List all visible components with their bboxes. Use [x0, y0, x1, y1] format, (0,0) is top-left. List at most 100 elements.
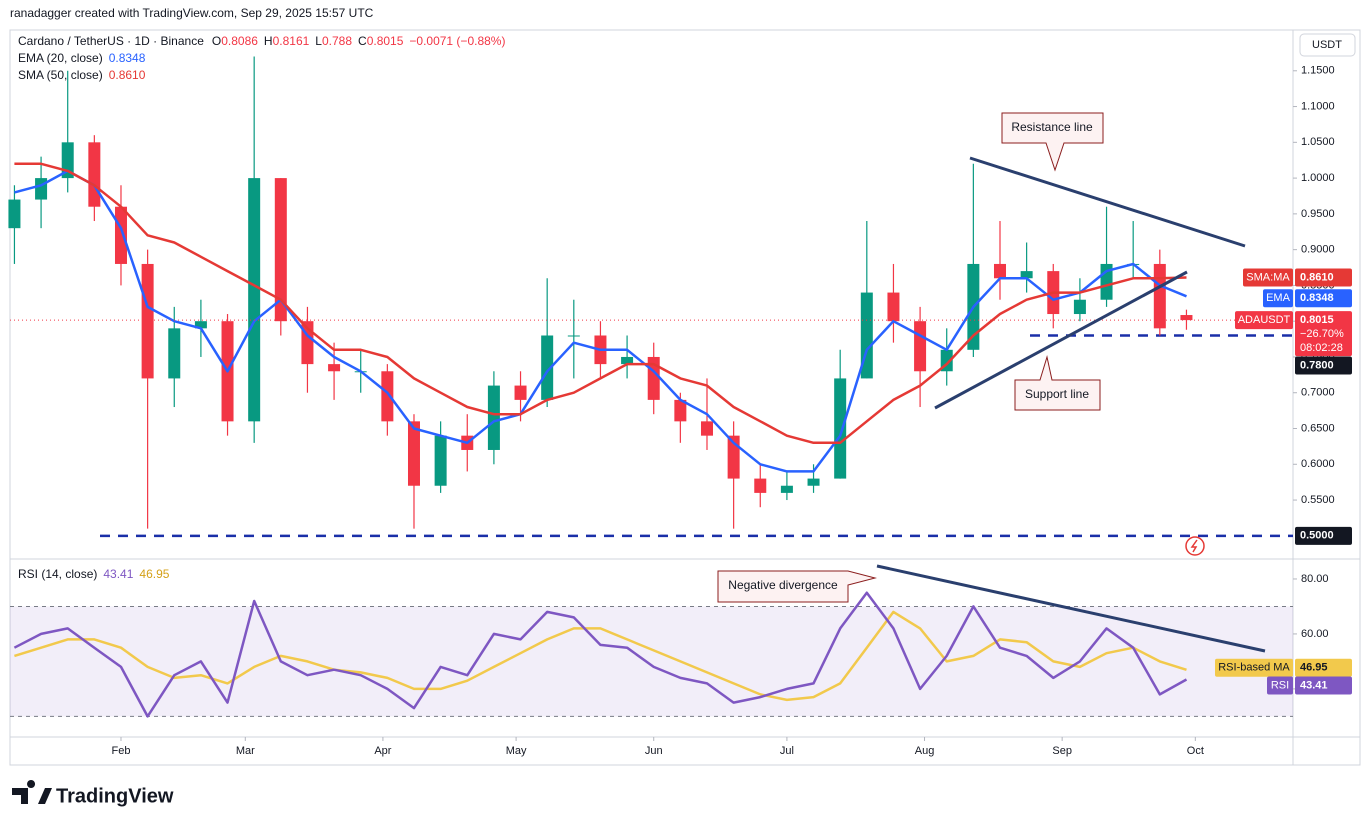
ema-legend: EMA (20, close) 0.8348 — [18, 51, 146, 65]
annotation: Negative divergence — [728, 578, 838, 592]
candle-body — [700, 421, 713, 436]
close-value: 0.8015 — [367, 34, 404, 48]
ohlc-key: C — [358, 34, 367, 48]
level-tag-label: 0.5000 — [1300, 530, 1334, 542]
y-tick-label: 60.00 — [1301, 628, 1329, 640]
y-tick-label: 1.1500 — [1301, 65, 1335, 77]
series-name-tag-label: ADAUSDT — [1238, 314, 1291, 326]
frame — [9, 29, 1361, 766]
support-callout — [1014, 355, 1101, 411]
candle-body — [381, 371, 394, 422]
candle-body — [1073, 299, 1086, 315]
candle-body — [621, 356, 634, 365]
x-tick-label: Oct — [1187, 745, 1204, 757]
currency[interactable]: USDT — [1312, 39, 1342, 51]
divergence-callout — [717, 570, 877, 603]
symbol: Cardano / TetherUS · 1D · Binance — [18, 34, 204, 48]
candle-body — [1020, 271, 1033, 279]
ema-value: 0.8348 — [109, 51, 146, 65]
y-tick-label: 1.0000 — [1301, 172, 1335, 184]
price-tag — [1295, 676, 1352, 695]
price-tag — [1295, 268, 1352, 287]
y-tick-label: 0.7000 — [1301, 387, 1335, 399]
change: −0.0071 (−0.88%) — [409, 34, 505, 48]
series-line — [13, 591, 1188, 718]
candle-body — [328, 364, 341, 372]
candle-body — [993, 263, 1006, 279]
candle-body — [35, 178, 48, 200]
candle-body — [61, 142, 74, 179]
series-name-tag — [1235, 311, 1293, 330]
candle-body — [834, 378, 847, 479]
candle-body — [1180, 315, 1193, 321]
candle-body — [1153, 263, 1166, 329]
countdown: 08:02:28 — [1300, 342, 1343, 354]
currency-box[interactable] — [1299, 33, 1356, 57]
sma-label: SMA (50, close) — [18, 68, 103, 82]
attribution: ranadagger created with TradingView.com,… — [10, 6, 374, 20]
candle-body — [754, 478, 767, 493]
candle-body — [141, 263, 154, 379]
y-tick-label: 1.0500 — [1301, 136, 1335, 148]
candle-body — [248, 178, 261, 422]
last-price-tag — [1295, 311, 1352, 357]
y-tick-label: 0.6500 — [1301, 422, 1335, 434]
candle-body — [514, 385, 527, 400]
symbol-legend: Cardano / TetherUS · 1D · Binance O0.8086… — [18, 34, 505, 48]
series-line — [14, 162, 1187, 445]
plot-layer: 0.55000.60000.65000.70000.75000.80000.85… — [8, 56, 1352, 757]
ohlc-key: H — [264, 34, 273, 48]
annotation: Resistance line — [1011, 120, 1093, 134]
logo-text: TradingView — [56, 785, 174, 807]
x-tick-label: Mar — [236, 745, 255, 757]
open-value: 0.8086 — [221, 34, 258, 48]
ohlc-key: O — [212, 34, 221, 48]
resistance-trendline — [969, 156, 1246, 248]
level-tag-label: 0.7800 — [1300, 359, 1334, 371]
series-name-tag-label: EMA — [1266, 292, 1291, 304]
rsi-band — [10, 606, 1293, 717]
annotation: Support line — [1025, 387, 1089, 401]
rsi-ma-value: 46.95 — [139, 567, 169, 581]
price-tag — [1295, 289, 1352, 308]
candle-body — [194, 321, 207, 329]
candle-body — [407, 421, 420, 486]
rsi-value: 43.41 — [103, 567, 133, 581]
series-name-tag — [1267, 676, 1293, 695]
x-tick-label: May — [506, 745, 527, 757]
sma-value: 0.8610 — [109, 68, 146, 82]
series-name-tag-label: RSI — [1271, 679, 1289, 691]
candle-body — [88, 142, 101, 207]
level-tag — [1295, 356, 1352, 375]
y-tick-label: 1.1000 — [1301, 100, 1335, 112]
x-tick-label: Sep — [1052, 745, 1072, 757]
y-tick-label: 0.6000 — [1301, 458, 1335, 470]
price-tag-label: 0.8610 — [1300, 271, 1334, 283]
candle-body — [168, 328, 181, 379]
candle-body — [567, 335, 580, 337]
series-name-tag-label: SMA:MA — [1246, 271, 1290, 283]
y-tick-label: 0.9500 — [1301, 208, 1335, 220]
series-name-tag — [1243, 268, 1293, 287]
series-name-tag — [1215, 658, 1293, 677]
sma-legend: SMA (50, close) 0.8610 — [18, 68, 146, 82]
candle-body — [807, 478, 820, 486]
candle-body — [914, 321, 927, 372]
series-line — [14, 169, 1187, 473]
ohlc-key: L — [315, 34, 322, 48]
price-tag-label: 46.95 — [1300, 662, 1328, 674]
ema-label: EMA (20, close) — [18, 51, 103, 65]
price-tag-label: 43.41 — [1300, 679, 1328, 691]
high-value: 0.8161 — [273, 34, 310, 48]
candle-body — [780, 485, 793, 493]
low-value: 0.788 — [322, 34, 352, 48]
y-tick-label: 0.5500 — [1301, 494, 1335, 506]
event-icon[interactable] — [1185, 536, 1205, 556]
candle-body — [434, 435, 447, 486]
candle-body — [541, 335, 554, 400]
candle-body — [487, 385, 500, 450]
logo-mark — [12, 780, 52, 804]
rsi-trendline — [876, 564, 1266, 653]
